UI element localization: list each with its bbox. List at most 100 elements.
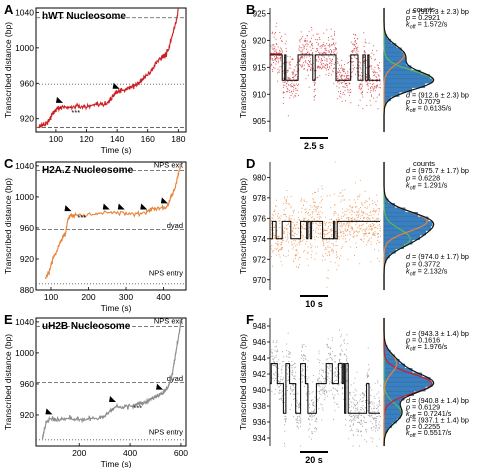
histogram-bar bbox=[383, 47, 402, 53]
x-tick-label: 140 bbox=[110, 134, 124, 144]
panel-e: E NPS exit dyad NPS entry *** 200 400 600 920 960… bbox=[3, 312, 188, 468]
state-fit-line bbox=[269, 54, 380, 81]
y-tick-label: 940 bbox=[253, 386, 267, 395]
fit-parameter-label: koff = 1.291/s bbox=[406, 181, 448, 192]
x-tick-label: 200 bbox=[81, 292, 95, 302]
region-label: dyad bbox=[167, 221, 183, 230]
region-label: dyad bbox=[167, 374, 183, 383]
y-tick-label: 880 bbox=[20, 285, 34, 295]
histogram-bar bbox=[383, 234, 420, 240]
fit-parameter-label: koff = 0.6135/s bbox=[406, 103, 452, 114]
x-tick-label: 100 bbox=[49, 134, 63, 144]
fit-parameter-label: p = 0.1616 bbox=[405, 335, 440, 344]
gaussian-total-fit bbox=[383, 318, 435, 446]
y-tick-label: 980 bbox=[253, 173, 267, 182]
fit-parameter-label: p = 0.6228 bbox=[405, 173, 440, 182]
pause-arrow bbox=[156, 383, 164, 390]
x-axis-label: Time (s) bbox=[101, 459, 132, 468]
pause-arrow bbox=[117, 203, 125, 210]
y-tick-label: 920 bbox=[20, 254, 34, 264]
scale-bar-label: 2.5 s bbox=[304, 141, 324, 151]
histogram-bar bbox=[383, 216, 429, 222]
fit-parameter-label: p = 0.6129 bbox=[405, 403, 440, 412]
x-tick-label: 300 bbox=[119, 292, 133, 302]
scale-bar-label: 20 s bbox=[305, 455, 323, 465]
y-tick-label: 1000 bbox=[15, 192, 34, 202]
panel-letter-e: E bbox=[4, 312, 13, 327]
panel-letter-c: C bbox=[4, 156, 14, 171]
x-tick-label: 600 bbox=[174, 448, 188, 458]
x-tick-label: 100 bbox=[44, 292, 58, 302]
y-tick-label: 910 bbox=[253, 90, 267, 99]
fit-parameter-label: p = 0.3772 bbox=[405, 259, 440, 268]
fit-parameter-label: d = (943.3 ± 1.4) bp bbox=[406, 329, 469, 338]
panel-letter-d: D bbox=[246, 156, 255, 171]
state-fit-line bbox=[270, 363, 380, 414]
histogram-bar bbox=[383, 386, 426, 392]
panel-c: C NPS exit dyad NPS entry *** 100 200 300 400 880… bbox=[3, 156, 187, 313]
y-tick-label: 970 bbox=[253, 276, 267, 285]
y-axis-label: Transcribed distance (bp) bbox=[3, 334, 13, 430]
y-tick-label: 960 bbox=[20, 78, 34, 88]
y-axis-label: Transcribed distance (bp) bbox=[3, 22, 13, 118]
y-tick-label: 905 bbox=[253, 117, 267, 126]
data-trace bbox=[38, 8, 179, 129]
y-tick-label: 936 bbox=[253, 418, 267, 427]
pause-arrow bbox=[160, 197, 168, 204]
region-label: NPS entry bbox=[149, 268, 183, 277]
histogram-bar bbox=[383, 409, 402, 415]
x-tick-label: 160 bbox=[141, 134, 155, 144]
x-tick-label: 400 bbox=[123, 448, 137, 458]
fit-parameter-label: d = (975.7 ± 1.7) bp bbox=[406, 166, 469, 175]
y-tick-label: 1000 bbox=[15, 348, 34, 358]
histogram-bar bbox=[383, 83, 426, 88]
y-tick-label: 978 bbox=[253, 194, 267, 203]
y-tick-label: 960 bbox=[20, 379, 34, 389]
significance-label: *** bbox=[77, 213, 86, 222]
region-label: NPS entry bbox=[149, 427, 183, 436]
y-tick-label: 1040 bbox=[15, 317, 34, 327]
fit-parameter-label: koff = 0.7241/s bbox=[406, 409, 452, 420]
plot-frame bbox=[35, 7, 187, 133]
histogram-bar bbox=[383, 413, 401, 419]
histogram-bar bbox=[383, 381, 433, 387]
x-tick-label: 180 bbox=[171, 134, 185, 144]
y-tick-label: 976 bbox=[253, 214, 267, 223]
data-points bbox=[270, 161, 381, 288]
panel-b: B 905 910 915 920 925 Transcribed distance (bp… bbox=[238, 2, 469, 151]
panel-d: D 970 972 974 976 978 980 Transcribed distance … bbox=[238, 156, 469, 309]
histogram-bar bbox=[383, 78, 433, 84]
y-axis-label: Transcribed distance (bp) bbox=[238, 178, 248, 274]
y-tick-label: 942 bbox=[253, 370, 267, 379]
y-tick-label: 948 bbox=[253, 322, 267, 331]
data-trace bbox=[44, 164, 181, 279]
panel-f: F 934 936 938 940 942 944 946 948 Transcribed dis… bbox=[238, 312, 469, 465]
fit-parameter-label: d = (974.0 ± 1.7) bp bbox=[406, 252, 469, 261]
y-tick-label: 974 bbox=[253, 235, 267, 244]
y-tick-label: 925 bbox=[253, 9, 267, 18]
y-tick-label: 972 bbox=[253, 255, 267, 264]
pause-arrow bbox=[140, 203, 148, 210]
data-trace bbox=[41, 321, 182, 439]
plot-frame bbox=[35, 161, 187, 291]
y-tick-label: 960 bbox=[20, 223, 34, 233]
y-tick-label: 1000 bbox=[15, 43, 34, 53]
x-axis-label: Time (s) bbox=[101, 145, 132, 155]
x-tick-label: 200 bbox=[72, 448, 86, 458]
data-points bbox=[270, 22, 381, 117]
y-tick-label: 920 bbox=[20, 114, 34, 124]
y-tick-label: 944 bbox=[253, 354, 267, 363]
panel-letter-f: F bbox=[246, 312, 254, 327]
pause-arrow bbox=[102, 203, 110, 210]
histogram-bar bbox=[383, 74, 430, 80]
y-tick-label: 946 bbox=[253, 338, 267, 347]
fit-parameter-label: p = 0.2921 bbox=[405, 13, 440, 22]
scale-bar-label: 10 s bbox=[305, 299, 323, 309]
fit-parameter-label: koff = 1.976/s bbox=[406, 342, 448, 353]
y-tick-label: 938 bbox=[253, 402, 267, 411]
histogram-bar bbox=[383, 363, 405, 369]
panel-title: H2A.Z Nucleosome bbox=[42, 165, 134, 176]
region-label: NPS exit bbox=[154, 160, 184, 169]
gaussian-total-fit bbox=[383, 162, 435, 290]
